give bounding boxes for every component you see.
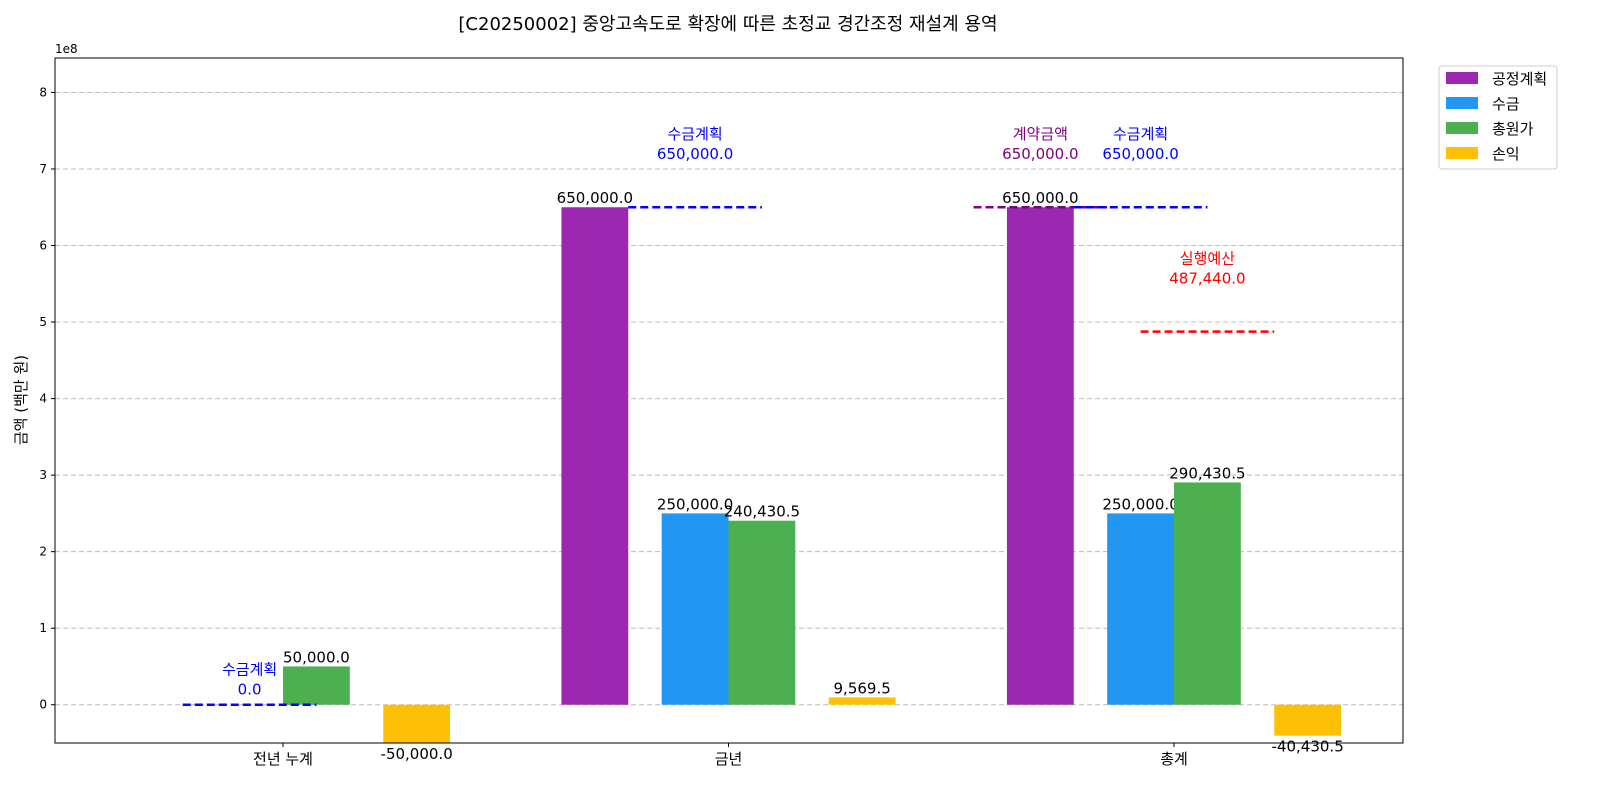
data-label: 9,569.5 <box>834 679 891 697</box>
annotation-value: 650,000.0 <box>1002 145 1078 163</box>
data-label: 250,000.0 <box>1102 495 1178 513</box>
annotation-value: 0.0 <box>238 681 262 699</box>
data-label: 250,000.0 <box>657 495 733 513</box>
legend-swatch <box>1446 147 1478 159</box>
y-tick-label: 1 <box>39 621 47 635</box>
bar <box>561 207 629 705</box>
y-tick-label: 5 <box>39 315 47 329</box>
annotation-label: 수금계획 <box>1113 125 1168 143</box>
y-axis-label: 금액 (백만 원) <box>12 355 30 445</box>
annotation-value: 487,440.0 <box>1169 270 1245 288</box>
annotation-value: 650,000.0 <box>657 145 733 163</box>
bar <box>661 513 729 705</box>
bar <box>728 520 796 705</box>
y-tick-label: 6 <box>39 239 47 253</box>
y-offset-label: 1e8 <box>55 42 78 56</box>
legend-label: 공정계획 <box>1492 70 1547 88</box>
annotation-label: 실행예산 <box>1180 250 1235 268</box>
data-label: 650,000.0 <box>557 189 633 207</box>
data-label: -40,430.5 <box>1272 738 1344 756</box>
legend-label: 총원가 <box>1492 120 1534 138</box>
plot-frame <box>54 57 1404 744</box>
bar <box>1107 513 1174 705</box>
data-label: -50,000.0 <box>381 745 453 763</box>
y-tick-label: 7 <box>39 162 47 176</box>
x-tick-label: 금년 <box>715 750 743 768</box>
legend-box <box>1438 65 1558 170</box>
y-tick-label: 2 <box>39 545 47 559</box>
data-label: 240,430.5 <box>724 503 800 521</box>
y-tick-label: 0 <box>39 698 47 712</box>
annotation-label: 수금계획 <box>667 125 722 143</box>
annotation-label: 계약금액 <box>1013 125 1068 143</box>
data-label: 50,000.0 <box>283 648 350 666</box>
legend-swatch <box>1446 97 1478 109</box>
bar <box>828 697 896 705</box>
x-tick-label: 총계 <box>1160 750 1188 768</box>
bar <box>1006 207 1074 705</box>
x-tick-label: 전년 누계 <box>253 750 313 768</box>
y-tick-label: 8 <box>39 85 47 99</box>
y-tick-label: 4 <box>39 392 47 406</box>
legend-swatch <box>1446 72 1478 84</box>
data-label: 290,430.5 <box>1169 464 1245 482</box>
bar <box>1274 704 1342 736</box>
annotation-label: 수금계획 <box>222 661 277 679</box>
y-tick-label: 3 <box>39 468 47 482</box>
annotation-value: 650,000.0 <box>1102 145 1178 163</box>
chart-title: [C20250002] 중앙고속도로 확장에 따른 초정교 경간조정 재설계 용… <box>458 14 997 35</box>
data-label: 650,000.0 <box>1002 189 1078 207</box>
bar <box>1174 482 1241 705</box>
legend-label: 수금 <box>1492 95 1520 113</box>
bar <box>283 666 350 705</box>
legend-label: 손익 <box>1492 145 1520 163</box>
legend-swatch <box>1446 122 1478 134</box>
bar <box>383 704 451 743</box>
